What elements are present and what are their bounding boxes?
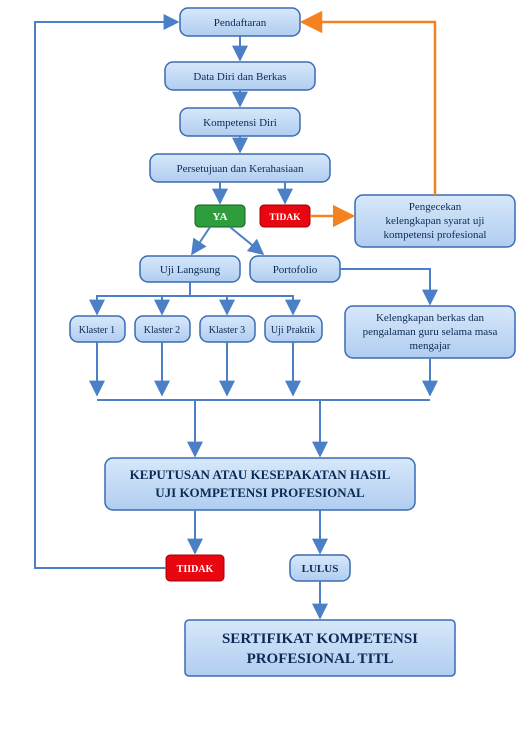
- arrow: [230, 227, 263, 254]
- label-sertifikat-1: SERTIFIKAT KOMPETENSI: [222, 631, 418, 647]
- label-kelengkapan-2: pengalaman guru selama masa: [363, 326, 498, 338]
- label-portofolio: Portofolio: [273, 264, 318, 276]
- arrow: [340, 269, 430, 304]
- arrow: [162, 282, 190, 314]
- label-ya: YA: [213, 211, 228, 223]
- arrow: [190, 282, 227, 314]
- label-lulus: LULUS: [302, 563, 339, 575]
- label-kelengkapan-3: mengajar: [410, 340, 451, 352]
- label-data-diri: Data Diri dan Berkas: [193, 71, 286, 83]
- label-keputusan-2: UJI KOMPETENSI PROFESIONAL: [155, 485, 365, 500]
- label-klaster1: Klaster 1: [79, 325, 115, 336]
- arrow: [97, 282, 190, 314]
- label-pengecekan-1: Pengecekan: [409, 201, 462, 213]
- label-kompetensi: Kompetensi Diri: [203, 117, 277, 129]
- label-uji-langsung: Uji Langsung: [160, 264, 221, 276]
- node-sertifikat: [185, 620, 455, 676]
- label-klaster3: Klaster 3: [209, 325, 245, 336]
- label-keputusan-1: KEPUTUSAN ATAU KESEPAKATAN HASIL: [130, 467, 391, 482]
- label-persetujuan: Persetujuan dan Kerahasiaan: [176, 163, 304, 175]
- arrow: [192, 227, 210, 254]
- label-tidak1: TIDAK: [269, 213, 301, 223]
- flowchart-canvas: Pendaftaran Data Diri dan Berkas Kompete…: [0, 0, 525, 750]
- label-pengecekan-2: kelengkapan syarat uji: [386, 215, 485, 227]
- label-tidak2: TIIDAK: [177, 564, 214, 575]
- arrow: [190, 282, 293, 314]
- label-pengecekan-3: kompetensi profesional: [384, 229, 487, 241]
- label-kelengkapan-1: Kelengkapan berkas dan: [376, 312, 485, 324]
- label-pendaftaran: Pendaftaran: [214, 17, 267, 29]
- label-klaster2: Klaster 2: [144, 325, 180, 336]
- node-keputusan: [105, 458, 415, 510]
- label-sertifikat-2: PROFESIONAL TITL: [247, 651, 394, 667]
- label-uji-praktik: Uji Praktik: [271, 325, 315, 336]
